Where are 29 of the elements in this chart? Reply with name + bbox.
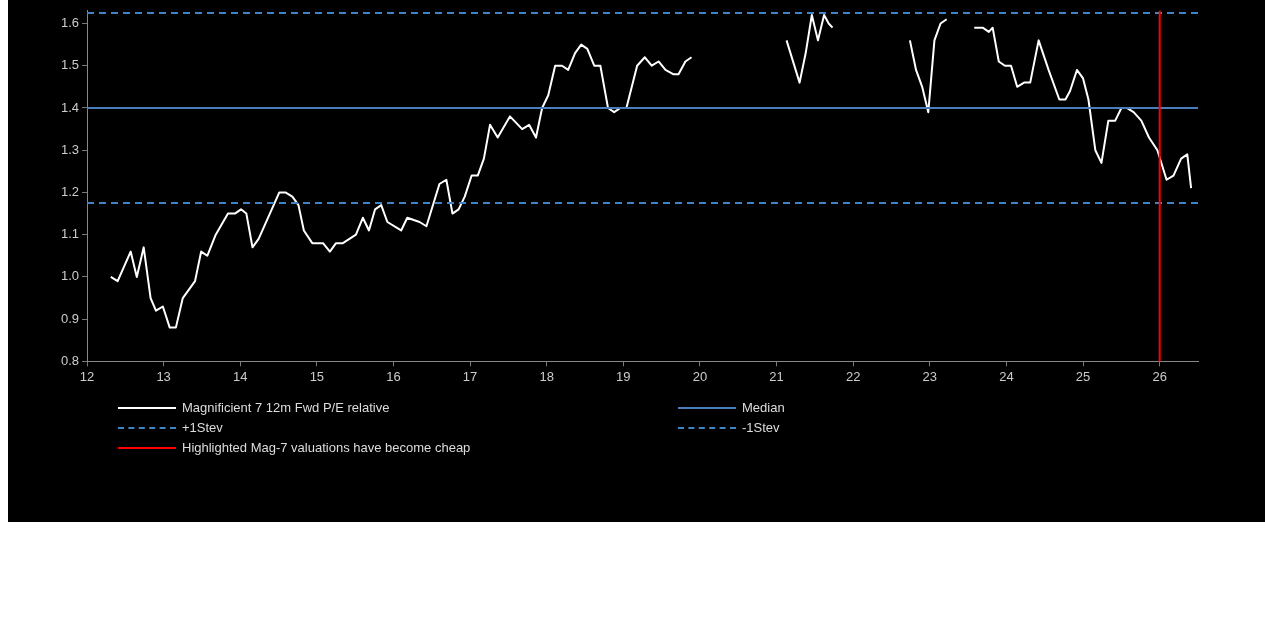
- x-tick-label: 13: [156, 368, 171, 384]
- y-tick-label: 0.8: [60, 352, 79, 368]
- y-tick-label: 1.0: [60, 268, 79, 284]
- y-tick-label: 1.5: [60, 57, 79, 73]
- legend-label: Magnificient 7 12m Fwd P/E relative: [182, 400, 390, 415]
- legend-label: +1Stev: [182, 420, 223, 435]
- y-tick-label: 1.6: [60, 15, 79, 31]
- x-tick-label: 26: [1152, 368, 1167, 384]
- x-tick-label: 17: [462, 368, 478, 384]
- y-tick-label: 1.3: [60, 141, 79, 157]
- y-tick-label: 1.2: [60, 184, 79, 200]
- x-tick-label: 22: [845, 368, 861, 384]
- x-tick-label: 19: [616, 368, 631, 384]
- legend-label: -1Stev: [742, 420, 780, 435]
- legend-label: Highlighted Mag-7 valuations have become cheap: [182, 440, 471, 455]
- x-tick-label: 14: [233, 368, 248, 384]
- x-tick-label: 18: [539, 368, 554, 384]
- x-tick-label: 20: [692, 368, 708, 384]
- y-tick-label: 1.4: [60, 99, 79, 115]
- x-tick-label: 24: [999, 368, 1014, 384]
- x-tick-label: 21: [769, 368, 784, 384]
- x-tick-label: 23: [922, 368, 938, 384]
- y-tick-label: 0.9: [60, 310, 79, 326]
- x-tick-label: 12: [79, 368, 95, 384]
- x-tick-label: 16: [386, 368, 401, 384]
- x-tick-label: 15: [309, 368, 325, 384]
- legend-label: Median: [742, 400, 785, 415]
- x-tick-label: 25: [1075, 368, 1091, 384]
- y-tick-label: 1.1: [60, 226, 79, 242]
